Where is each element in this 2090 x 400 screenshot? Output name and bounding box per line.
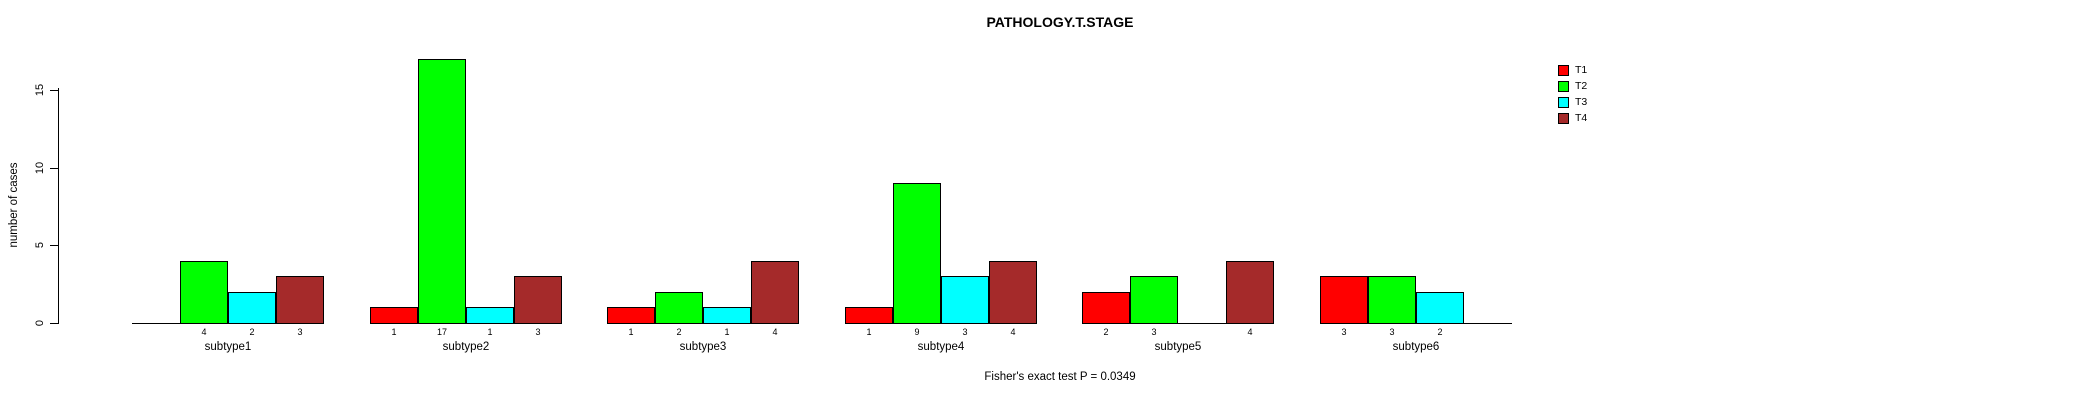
bar-value-label: 1 xyxy=(724,327,730,337)
zero-bar-segment-T1-subtype1 xyxy=(132,323,180,324)
bar-value-label: 2 xyxy=(676,327,682,337)
y-tick-mark xyxy=(50,167,58,169)
legend-swatch-T1 xyxy=(1558,64,1569,76)
bar-T4-subtype5 xyxy=(1226,261,1274,324)
legend-item-T4: T4 xyxy=(1558,110,1587,126)
bar-value-label: 3 xyxy=(962,327,968,337)
bar-T3-subtype1 xyxy=(228,292,276,324)
legend-swatch-T3 xyxy=(1558,96,1569,108)
bar-T4-subtype4 xyxy=(989,261,1037,324)
y-tick-label: 10 xyxy=(34,161,46,174)
legend-swatch-T2 xyxy=(1558,80,1569,92)
footer-caption: Fisher's exact test P = 0.0349 xyxy=(984,371,1136,383)
legend-item-T3: T3 xyxy=(1558,94,1587,110)
bar-value-label: 4 xyxy=(1010,327,1016,337)
bar-T3-subtype4 xyxy=(941,276,989,324)
x-category-label-subtype2: subtype2 xyxy=(442,341,490,353)
bar-T2-subtype2 xyxy=(418,59,466,324)
legend-label: T4 xyxy=(1575,112,1588,124)
bar-value-label: 2 xyxy=(1103,327,1109,337)
bar-T2-subtype3 xyxy=(655,292,703,324)
bar-value-label: 1 xyxy=(391,327,397,337)
bar-value-label: 3 xyxy=(1341,327,1347,337)
bar-value-label: 4 xyxy=(772,327,778,337)
bar-T1-subtype3 xyxy=(607,307,655,324)
y-tick-mark xyxy=(50,323,58,324)
bar-value-label: 3 xyxy=(535,327,541,337)
bar-T1-subtype4 xyxy=(845,307,893,324)
bar-value-label: 1 xyxy=(628,327,634,337)
legend-label: T2 xyxy=(1575,80,1588,92)
bar-T1-subtype2 xyxy=(370,307,418,324)
bar-value-label: 2 xyxy=(1437,327,1443,337)
bar-value-label: 1 xyxy=(866,327,872,337)
bar-T2-subtype4 xyxy=(893,183,941,324)
zero-bar-segment-T3-subtype5 xyxy=(1178,323,1226,324)
y-tick-label: 15 xyxy=(34,83,46,97)
y-tick-mark xyxy=(50,245,58,247)
x-category-label-subtype1: subtype1 xyxy=(204,341,252,353)
bar-T4-subtype1 xyxy=(276,276,324,324)
bar-T2-subtype1 xyxy=(180,261,228,324)
bar-T2-subtype5 xyxy=(1130,276,1178,324)
bar-T3-subtype3 xyxy=(703,307,751,324)
bar-T3-subtype2 xyxy=(466,307,514,324)
bar-value-label: 3 xyxy=(1389,327,1395,337)
legend-item-T2: T2 xyxy=(1558,78,1587,94)
bar-value-label: 17 xyxy=(436,327,447,337)
bar-T1-subtype5 xyxy=(1082,292,1130,324)
x-category-label-subtype5: subtype5 xyxy=(1154,341,1202,353)
y-axis-line xyxy=(58,88,59,324)
legend-label: T1 xyxy=(1575,64,1588,76)
y-tick-label: 0 xyxy=(34,319,46,327)
legend: T1 T2 T3 T4 xyxy=(1558,62,1587,126)
bar-T4-subtype3 xyxy=(751,261,799,324)
bar-value-label: 3 xyxy=(1151,327,1157,337)
bar-T3-subtype6 xyxy=(1416,292,1464,324)
y-tick-label: 5 xyxy=(34,242,46,249)
bar-value-label: 1 xyxy=(487,327,493,337)
y-axis-label: number of cases xyxy=(8,162,20,248)
bar-T1-subtype6 xyxy=(1320,276,1368,324)
legend-swatch-T4 xyxy=(1558,112,1569,124)
legend-item-T1: T1 xyxy=(1558,62,1587,78)
zero-bar-segment-T4-subtype6 xyxy=(1464,323,1512,324)
bar-value-label: 2 xyxy=(249,327,255,337)
x-category-label-subtype3: subtype3 xyxy=(679,341,727,353)
bar-T2-subtype6 xyxy=(1368,276,1416,324)
bar-value-label: 3 xyxy=(297,327,303,337)
bar-value-label: 4 xyxy=(1247,327,1253,337)
bar-value-label: 9 xyxy=(914,327,920,337)
bar-T4-subtype2 xyxy=(514,276,562,324)
legend-label: T3 xyxy=(1575,96,1588,108)
chart-title: PATHOLOGY.T.STAGE xyxy=(986,14,1134,30)
x-category-label-subtype6: subtype6 xyxy=(1392,341,1440,353)
x-category-label-subtype4: subtype4 xyxy=(917,341,965,353)
bar-value-label: 4 xyxy=(201,327,207,337)
y-tick-mark xyxy=(50,90,58,91)
